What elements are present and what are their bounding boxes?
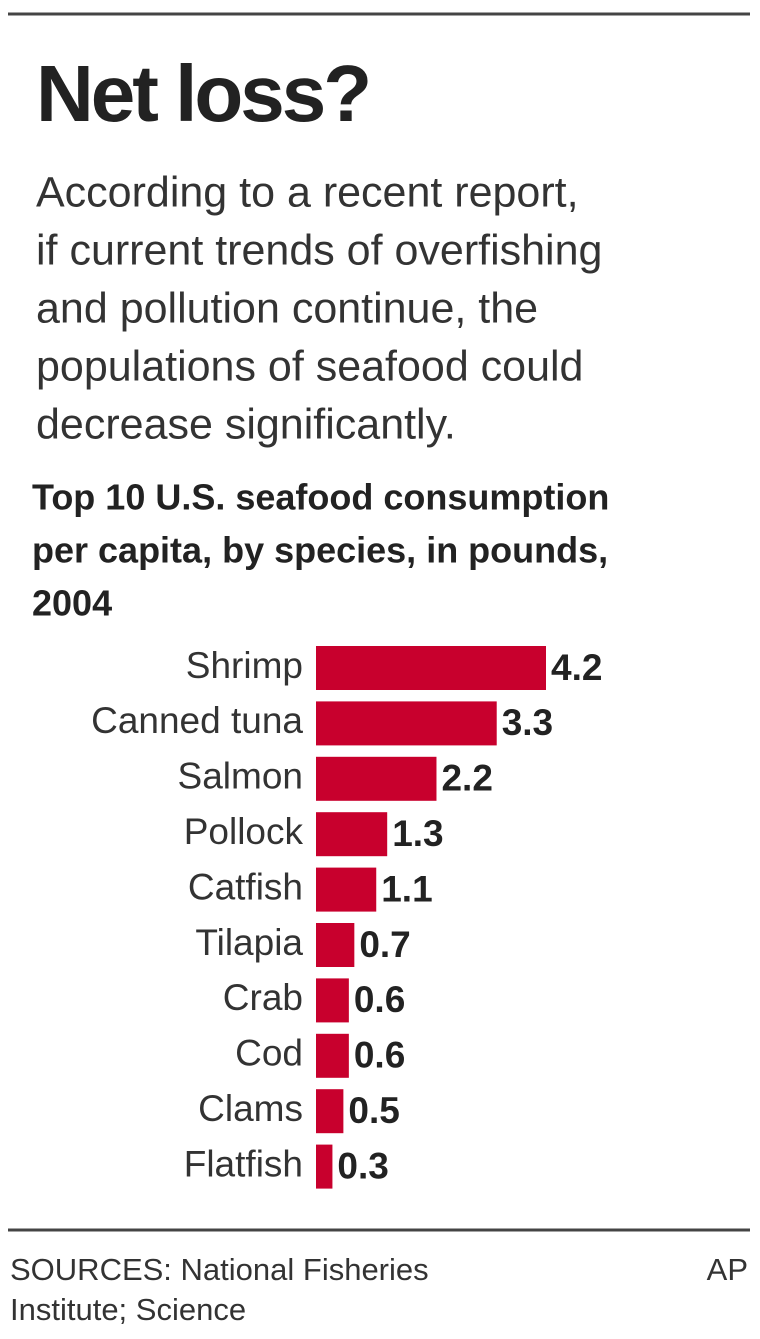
bar xyxy=(316,701,497,746)
bar xyxy=(316,978,349,1023)
value-label: 0.6 xyxy=(354,1035,405,1076)
value-label: 1.3 xyxy=(392,813,443,854)
category-label: Catfish xyxy=(188,866,303,907)
bar xyxy=(316,646,546,690)
value-label: 0.6 xyxy=(354,979,405,1020)
value-label: 1.1 xyxy=(381,868,432,909)
category-label: Flatfish xyxy=(184,1143,303,1184)
source-line: Institute; Science xyxy=(10,1292,246,1327)
subtitle-line: Top 10 U.S. seafood consumption xyxy=(32,477,609,518)
chart-title: Net loss? xyxy=(36,49,369,138)
description-line: and pollution continue, the xyxy=(36,284,538,332)
category-label: Cod xyxy=(235,1033,303,1074)
bar xyxy=(316,756,437,801)
category-label: Tilapia xyxy=(195,922,303,963)
value-label: 4.2 xyxy=(551,647,602,688)
value-label: 2.2 xyxy=(441,758,492,799)
value-label: 0.3 xyxy=(337,1145,388,1186)
description-line: According to a recent report, xyxy=(36,168,579,216)
description-line: populations of seafood could xyxy=(36,342,583,390)
subtitle-line: 2004 xyxy=(32,583,112,624)
value-label: 0.5 xyxy=(348,1090,399,1131)
bar xyxy=(316,1033,349,1078)
category-label: Salmon xyxy=(178,756,303,797)
value-label: 3.3 xyxy=(502,702,553,743)
category-label: Shrimp xyxy=(186,645,303,686)
category-label: Crab xyxy=(223,977,303,1018)
description-line: if current trends of overfishing xyxy=(36,226,602,274)
category-label: Pollock xyxy=(184,811,304,852)
subtitle-line: per capita, by species, in pounds, xyxy=(32,530,608,571)
bar xyxy=(316,923,355,967)
bar xyxy=(316,867,377,912)
category-label: Canned tuna xyxy=(91,700,303,741)
bar xyxy=(316,1144,333,1189)
value-label: 0.7 xyxy=(359,924,410,965)
source-line: SOURCES: National Fisheries xyxy=(10,1252,429,1287)
bar xyxy=(316,1089,344,1134)
category-label: Clams xyxy=(198,1088,303,1129)
description-line: decrease significantly. xyxy=(36,400,456,448)
credit: AP xyxy=(707,1252,748,1287)
bar xyxy=(316,812,388,857)
